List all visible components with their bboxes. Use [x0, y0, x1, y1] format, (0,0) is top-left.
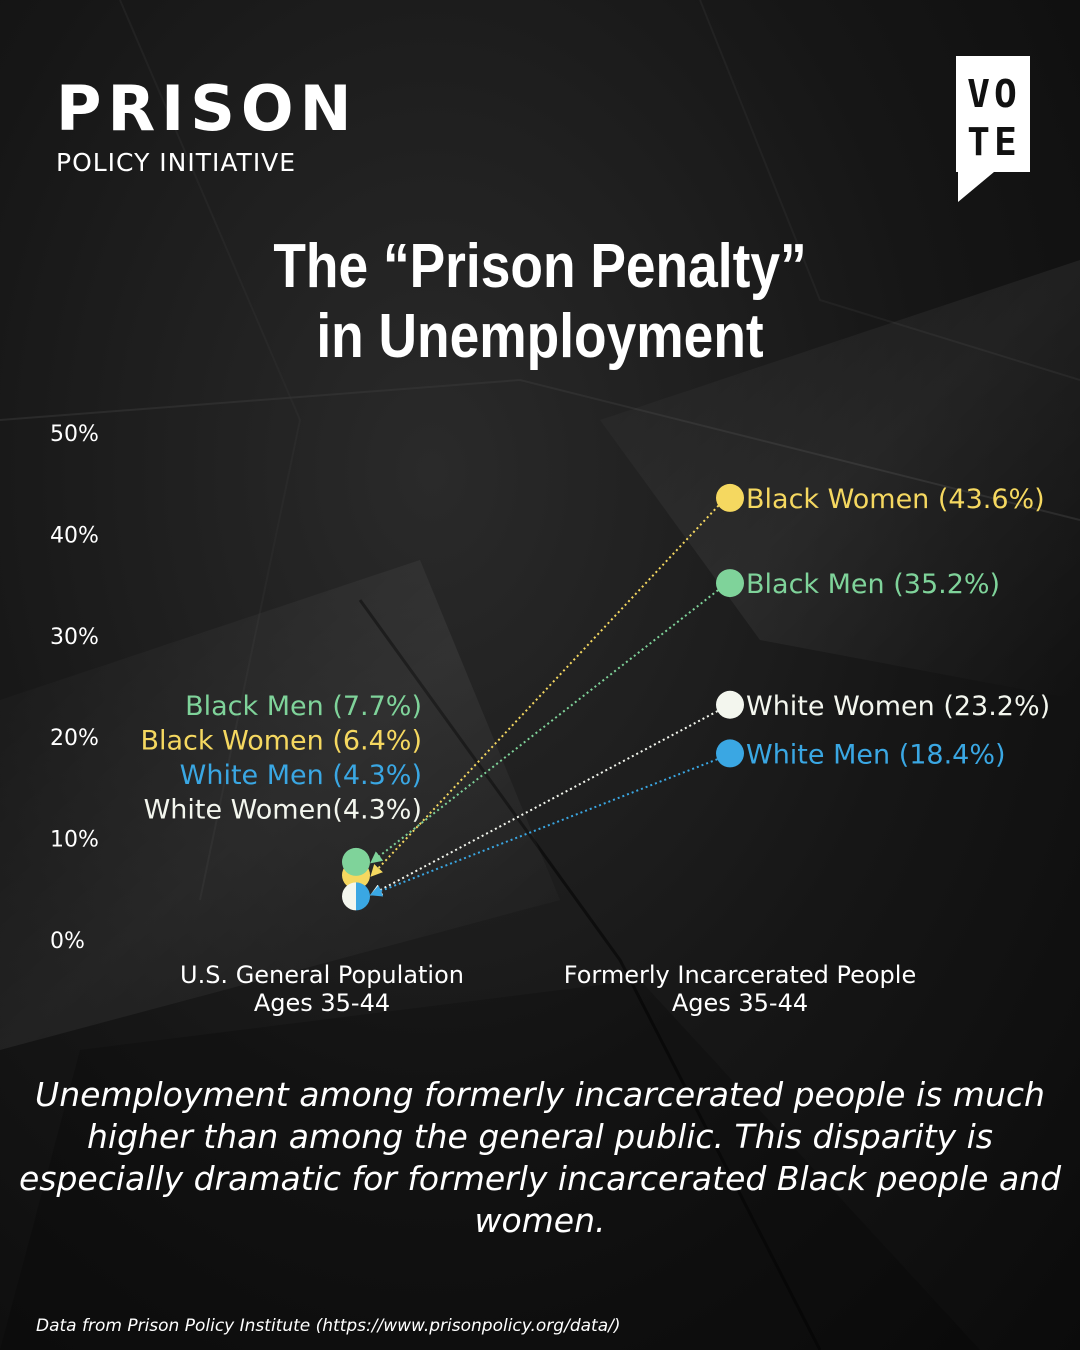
data-label-left: White Women(4.3%): [144, 795, 422, 826]
point-right: [716, 569, 744, 598]
slope-chart: 0% 10% 20% 30% 40% 50% U.S. General Population…: [50, 422, 1051, 1017]
vote-badge-text: VOTE: [967, 72, 1021, 164]
y-tick-label: 20%: [50, 726, 99, 751]
point-right: [716, 483, 744, 512]
prison-policy-initiative-logo: PRISON POLICY INITIATIVE: [56, 72, 358, 178]
data-label-left: White Men (4.3%): [180, 760, 422, 791]
point-left: [356, 882, 370, 911]
category-label: Ages 35-44: [672, 989, 808, 1017]
chart-caption: Unemployment among formerly incarcerated…: [18, 1075, 1062, 1240]
point-right: [716, 690, 744, 719]
y-tick-label: 50%: [50, 422, 99, 447]
data-label-right: Black Women (43.6%): [746, 484, 1045, 515]
y-tick-label: 10%: [50, 828, 99, 853]
connector-arrow: [369, 707, 723, 896]
point-left: [342, 847, 370, 876]
vote-speech-bubble-icon: VOTE: [956, 56, 1032, 204]
y-tick-label: 30%: [50, 625, 99, 650]
connector-arrow: [370, 501, 723, 877]
category-label: Ages 35-44: [254, 989, 390, 1017]
logo-wordmark: PRISON: [56, 72, 358, 145]
source-note: Data from Prison Policy Institute (https…: [36, 1316, 621, 1336]
data-label-right: White Men (18.4%): [746, 739, 1006, 770]
title-line-2: in Unemployment: [316, 302, 764, 371]
logo-subtitle: POLICY INITIATIVE: [56, 148, 297, 177]
page-title: The “Prison Penalty” in Unemployment: [76, 232, 1005, 372]
connector-arrow: [369, 756, 723, 897]
title-line-1: The “Prison Penalty”: [273, 232, 807, 301]
y-tick-label: 0%: [50, 929, 85, 954]
point-left: [342, 882, 356, 911]
connector-arrow: [370, 586, 723, 864]
point-right: [716, 739, 744, 768]
data-label-left: Black Men (7.7%): [185, 691, 422, 722]
y-tick-label: 40%: [50, 523, 99, 548]
category-label: Formerly Incarcerated People: [564, 961, 916, 989]
data-label-left: Black Women (6.4%): [140, 726, 422, 757]
data-label-right: White Women (23.2%): [746, 691, 1050, 722]
category-label: U.S. General Population: [180, 961, 464, 989]
data-label-right: Black Men (35.2%): [746, 569, 1000, 600]
